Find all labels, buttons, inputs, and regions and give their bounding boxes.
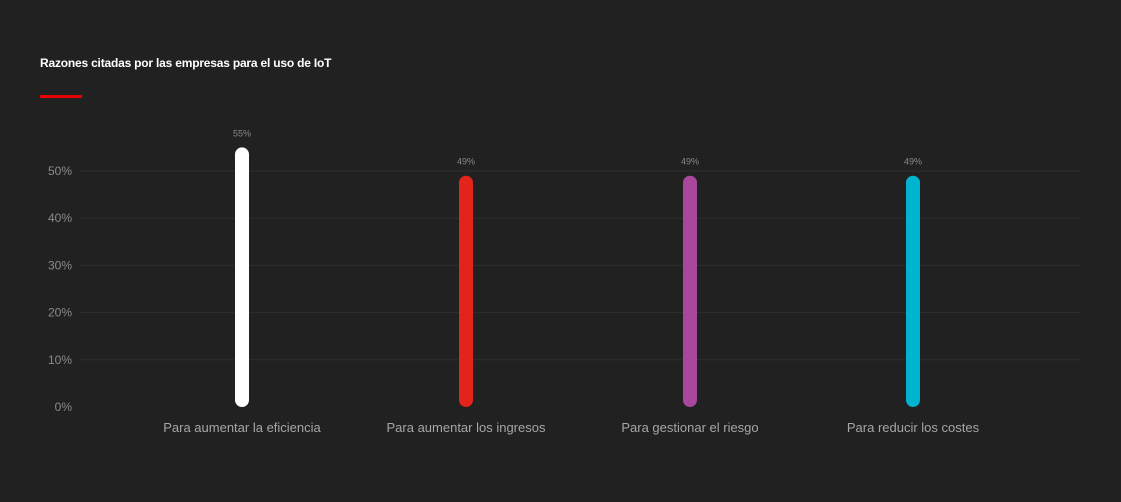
x-tick-label: Para reducir los costes	[847, 420, 980, 435]
gridlines	[80, 170, 1080, 361]
x-tick-label: Para gestionar el riesgo	[621, 420, 758, 435]
chart-title: Razones citadas por las empresas para el…	[40, 56, 332, 70]
x-tick-label: Para aumentar la eficiencia	[163, 420, 321, 435]
y-tick-label: 10%	[48, 353, 72, 367]
data-label: 55%	[233, 128, 251, 138]
y-tick-label: 40%	[48, 211, 72, 225]
y-tick-label: 20%	[48, 306, 72, 320]
y-axis-ticks: 0% 10% 20% 30% 40% 50%	[48, 164, 72, 414]
bar	[683, 175, 697, 407]
y-tick-label: 30%	[48, 258, 72, 272]
data-labels: 55% 49% 49% 49%	[233, 128, 922, 166]
bar	[235, 147, 249, 407]
bars	[235, 147, 920, 407]
title-accent-underline	[40, 95, 82, 98]
y-tick-label: 50%	[48, 164, 72, 178]
data-label: 49%	[681, 157, 699, 167]
bar	[906, 175, 920, 407]
data-label: 49%	[904, 157, 922, 167]
bar	[459, 175, 473, 407]
x-axis-ticks: Para aumentar la eficiencia Para aumentar…	[163, 420, 979, 435]
data-label: 49%	[457, 157, 475, 167]
x-tick-label: Para aumentar los ingresos	[387, 420, 546, 435]
y-tick-label: 0%	[55, 400, 73, 414]
